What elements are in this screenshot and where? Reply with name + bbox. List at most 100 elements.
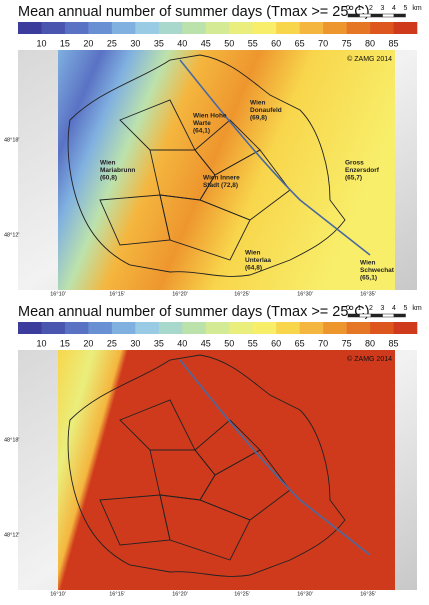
scale-label: 0 <box>346 5 350 12</box>
scale-label: 5 <box>404 5 408 12</box>
colorbar-label: 10 <box>36 38 46 48</box>
danube <box>179 359 371 556</box>
lon-label: 16°10' <box>50 291 66 297</box>
scale-segment <box>347 313 360 318</box>
station-label: (60,8) <box>100 175 117 182</box>
colorbar-bin <box>88 322 113 334</box>
colorbar-label: 35 <box>154 38 164 48</box>
colorbar-bin <box>18 322 42 334</box>
colorbar-label: 15 <box>60 338 70 348</box>
station-label: Wien Innere <box>203 175 240 182</box>
station-label: Wien Hohe <box>193 113 227 120</box>
scale-label: 2 <box>369 5 373 12</box>
scale-segment <box>359 13 372 18</box>
colorbar-bin <box>346 322 371 334</box>
boundaries <box>67 54 371 277</box>
district-boundary <box>199 449 291 521</box>
station-label: (69,8) <box>250 115 267 122</box>
colorbar-bin <box>252 322 277 334</box>
lon-label: 16°25' <box>234 591 250 597</box>
colorbar-label: 25 <box>107 38 117 48</box>
station-label: (64,1) <box>193 128 210 135</box>
colorbar-bin <box>229 22 254 34</box>
map-panel: Mean annual number of summer days (Tmax … <box>4 4 422 298</box>
map-title: Mean annual number of summer days (Tmax … <box>18 304 370 320</box>
colorbar-bin <box>323 22 347 34</box>
colorbar-label: 30 <box>130 38 140 48</box>
city-boundary <box>67 354 346 577</box>
colorbar-label: 10 <box>36 338 46 348</box>
colorbar-label: 30 <box>130 338 140 348</box>
colorbar-label: 35 <box>154 338 164 348</box>
station-label: Schwechat <box>360 267 395 274</box>
station-label: Wien <box>100 160 115 167</box>
lon-label: 16°15' <box>109 291 125 297</box>
colorbar-bin <box>299 322 324 334</box>
colorbar-bin <box>205 22 230 34</box>
colorbar-bin <box>111 322 136 334</box>
lat-label: 48°18' <box>4 137 20 143</box>
station-label: Stadt (72,8) <box>203 182 238 189</box>
colorbar-label: 75 <box>342 38 352 48</box>
colorbar-label: 80 <box>365 38 375 48</box>
colorbar-bin <box>393 22 418 34</box>
copyright: © ZAMG 2014 <box>347 355 392 363</box>
district-boundary <box>119 99 196 151</box>
station-label: Mariabrunn <box>100 167 135 174</box>
scale-segment <box>347 13 360 18</box>
temperature-field <box>58 50 395 290</box>
colorbar-bin <box>205 322 230 334</box>
colorbar-label: 40 <box>177 38 187 48</box>
lon-label: 16°30' <box>297 591 313 597</box>
station-label: Enzersdorf <box>345 167 380 174</box>
district-boundary <box>159 194 251 261</box>
colorbar-label: 65 <box>295 338 305 348</box>
colorbar-label: 50 <box>224 38 234 48</box>
lon-label: 16°25' <box>234 291 250 297</box>
colorbar-label: 20 <box>83 338 93 348</box>
colorbar-bin <box>393 322 418 334</box>
colorbar-bin <box>276 22 300 34</box>
lon-label: 16°30' <box>297 291 313 297</box>
colorbar-bin <box>370 22 394 34</box>
district-boundary <box>159 494 251 561</box>
scale-label: 0 <box>346 305 350 312</box>
station-label: Warte <box>193 120 211 127</box>
scale-label: 5 <box>404 305 408 312</box>
station-label: Wien <box>360 260 375 267</box>
colorbar-bin <box>135 322 160 334</box>
lon-label: 16°35' <box>360 291 376 297</box>
colorbar-bin <box>276 322 300 334</box>
lat-label: 48°18' <box>4 437 20 443</box>
scale-label: 3 <box>381 305 385 312</box>
map-panel: Mean annual number of summer days (Tmax … <box>4 304 422 598</box>
city-boundary <box>67 54 346 277</box>
colorbar-bin <box>41 322 66 334</box>
scale-segment <box>370 313 383 318</box>
station-label: (65,7) <box>345 175 362 182</box>
colorbar-label: 25 <box>107 338 117 348</box>
colorbar-bin <box>64 22 89 34</box>
colorbar-label: 40 <box>177 338 187 348</box>
colorbar-label: 60 <box>271 338 281 348</box>
lat-label: 48°12' <box>4 232 20 238</box>
colorbar-label: 80 <box>365 338 375 348</box>
colorbar-label: 45 <box>201 338 211 348</box>
colorbar-bin <box>252 22 277 34</box>
colorbar-bin <box>18 22 42 34</box>
scale-label: 3 <box>381 5 385 12</box>
lon-label: 16°20' <box>172 591 188 597</box>
boundaries <box>67 354 371 577</box>
colorbar-label: 70 <box>318 38 328 48</box>
colorbar-bin <box>229 322 254 334</box>
district-boundary <box>119 399 196 451</box>
colorbar-bin <box>323 322 347 334</box>
danube <box>179 59 371 256</box>
lon-label: 16°20' <box>172 291 188 297</box>
scale-label: 1 <box>358 5 362 12</box>
colorbar-bin <box>370 322 394 334</box>
scale-segment <box>382 313 395 318</box>
map-title: Mean annual number of summer days (Tmax … <box>18 4 370 20</box>
copyright: © ZAMG 2014 <box>347 55 392 63</box>
